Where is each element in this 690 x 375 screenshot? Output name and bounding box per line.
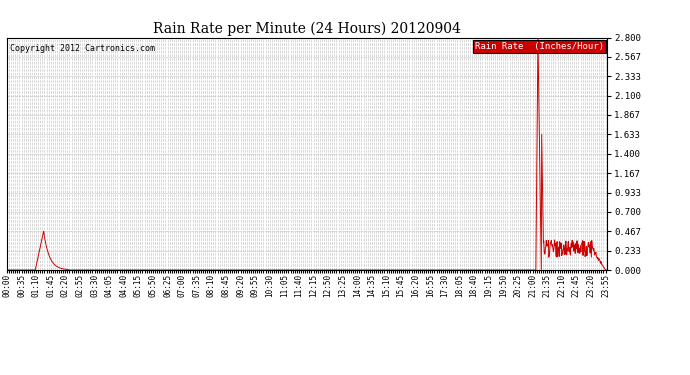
Title: Rain Rate per Minute (24 Hours) 20120904: Rain Rate per Minute (24 Hours) 20120904: [153, 22, 461, 36]
Text: Copyright 2012 Cartronics.com: Copyright 2012 Cartronics.com: [10, 45, 155, 54]
Text: Rain Rate  (Inches/Hour): Rain Rate (Inches/Hour): [475, 42, 604, 51]
